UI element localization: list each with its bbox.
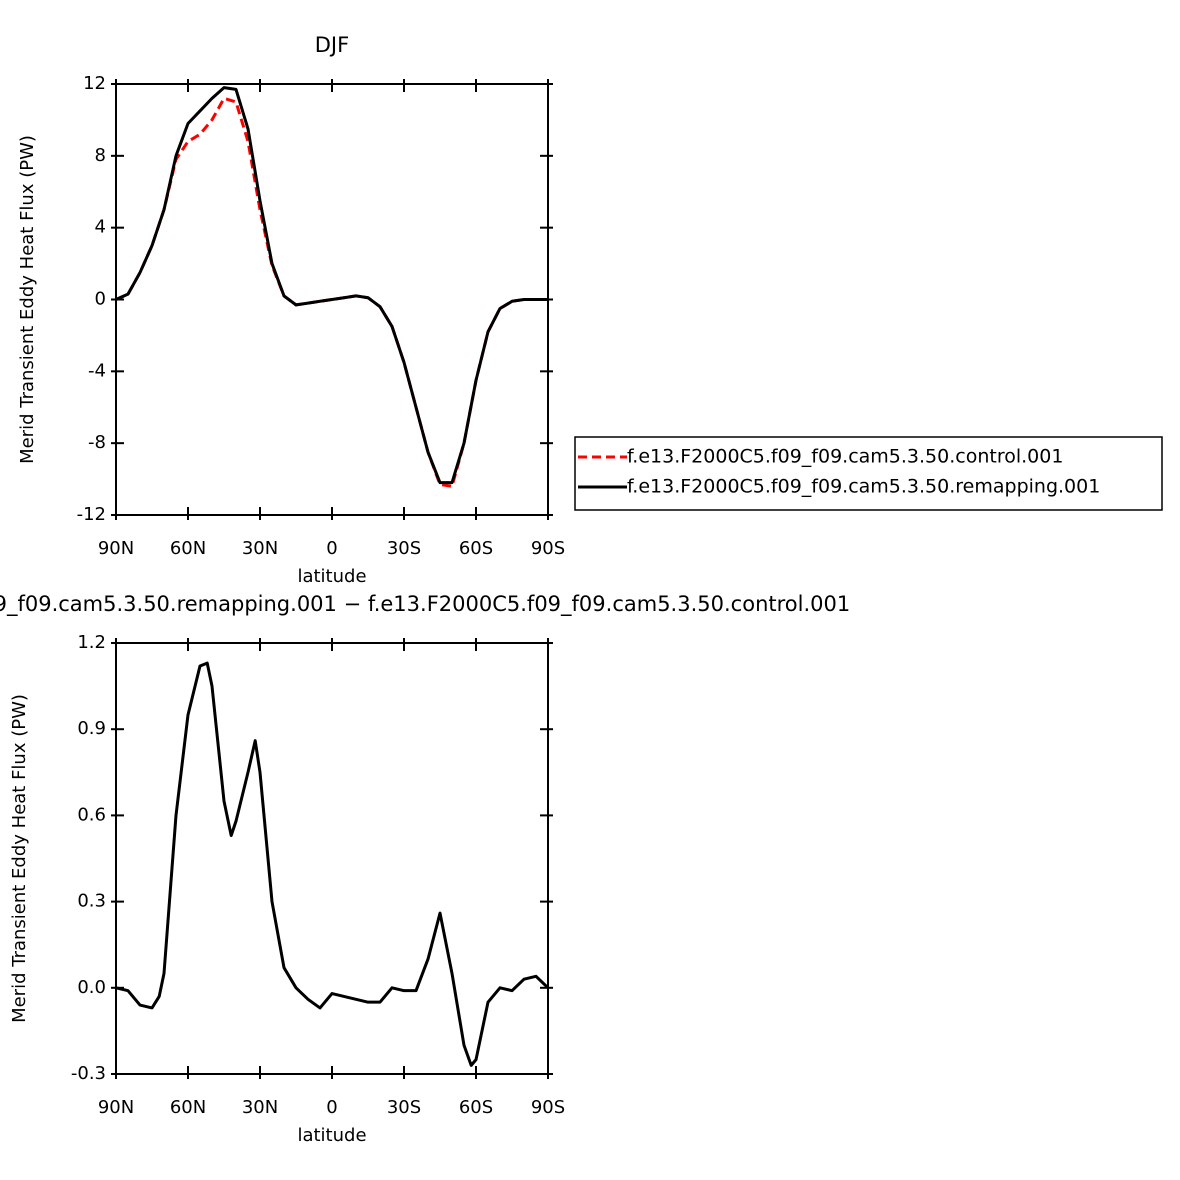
y-tick-label: -12	[77, 504, 106, 525]
y-tick-label: 0.3	[77, 891, 106, 912]
y-tick-label: 1.2	[77, 632, 106, 653]
x-tick-label: 90S	[531, 538, 565, 559]
data-line	[115, 96, 548, 488]
x-tick-label: 0	[326, 538, 337, 559]
x-tick-label: 60S	[459, 1097, 493, 1118]
data-line	[115, 86, 548, 485]
x-axis-label: latitude	[297, 566, 366, 587]
x-tick-label: 60S	[459, 538, 493, 559]
y-tick-label: 12	[83, 73, 106, 94]
x-tick-label: 90S	[531, 1097, 565, 1118]
x-tick-label: 30N	[242, 1097, 278, 1118]
x-tick-label: 30S	[387, 538, 421, 559]
x-tick-label: 0	[326, 1097, 337, 1118]
y-tick-label: 0	[95, 289, 106, 310]
x-tick-label: 60N	[170, 538, 206, 559]
y-tick-label: 0.6	[77, 804, 106, 825]
chart-title: f.e13.F2000C5.f09_f09.cam5.3.50.remappin…	[0, 592, 850, 617]
y-tick-label: 4	[95, 217, 106, 238]
y-tick-label: -0.3	[71, 1063, 106, 1084]
x-axis-label: latitude	[297, 1125, 366, 1146]
legend-label: f.e13.F2000C5.f09_f09.cam5.3.50.remappin…	[627, 476, 1100, 498]
data-line	[115, 661, 550, 1067]
y-tick-label: 8	[95, 145, 106, 166]
y-tick-label: 0.0	[77, 977, 106, 998]
y-tick-label: 0.9	[77, 718, 106, 739]
x-tick-label: 90N	[98, 538, 134, 559]
legend-box	[574, 436, 1163, 511]
y-tick-label: -4	[88, 360, 106, 381]
chart-title: DJF	[315, 33, 349, 57]
plot-frame	[115, 642, 549, 1075]
x-tick-label: 60N	[170, 1097, 206, 1118]
x-tick-label: 30N	[242, 538, 278, 559]
y-tick-label: -8	[88, 432, 106, 453]
legend-label: f.e13.F2000C5.f09_f09.cam5.3.50.control.…	[627, 446, 1063, 468]
y-axis-label: Merid Transient Eddy Heat Flux (PW)	[9, 694, 30, 1023]
x-tick-label: 90N	[98, 1097, 134, 1118]
x-tick-label: 30S	[387, 1097, 421, 1118]
y-axis-label: Merid Transient Eddy Heat Flux (PW)	[17, 135, 38, 464]
